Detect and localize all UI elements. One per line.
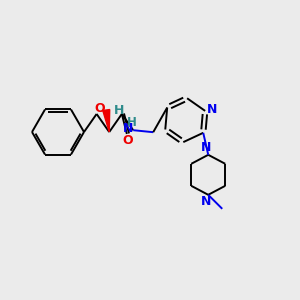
Text: H: H [114, 103, 124, 116]
Text: N: N [123, 122, 134, 135]
Text: O: O [94, 103, 104, 116]
Text: N: N [201, 141, 211, 154]
Text: O: O [122, 134, 133, 148]
Text: H: H [127, 116, 137, 129]
Text: N: N [207, 103, 217, 116]
Text: N: N [201, 195, 211, 208]
Polygon shape [103, 110, 110, 132]
